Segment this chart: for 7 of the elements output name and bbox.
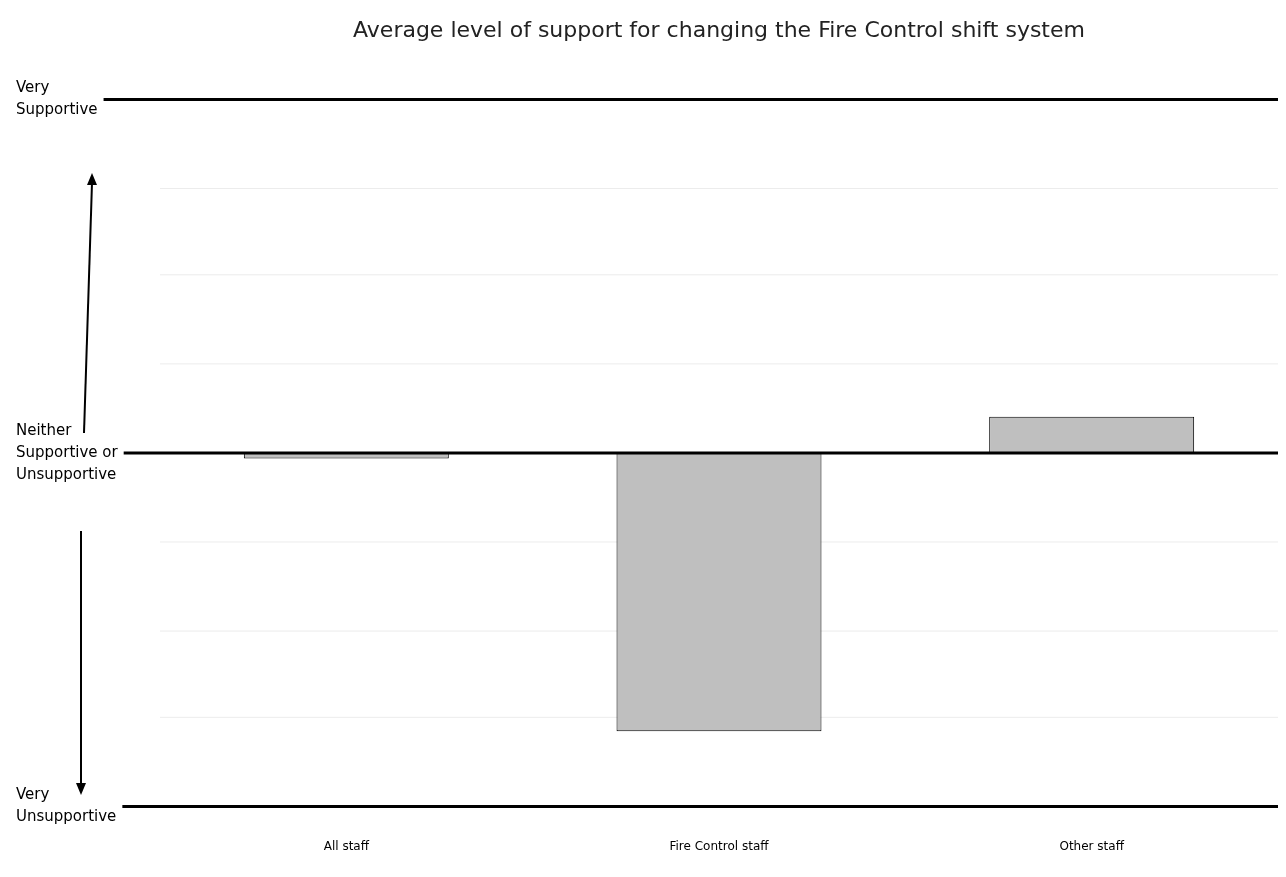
ref-line-label: Very Supportive (16, 78, 98, 119)
x-tick-label: Other staff (1059, 838, 1125, 853)
ref-line-label: Neither Supportive or Unsupportive (16, 420, 119, 483)
x-tick-label: Fire Control staff (669, 838, 770, 853)
x-tick-label: All staff (323, 838, 370, 853)
chart-title: Average level of support for changing the Fire Control shift system (353, 16, 1085, 42)
ref-line-label: Very Unsupportive (16, 785, 117, 826)
